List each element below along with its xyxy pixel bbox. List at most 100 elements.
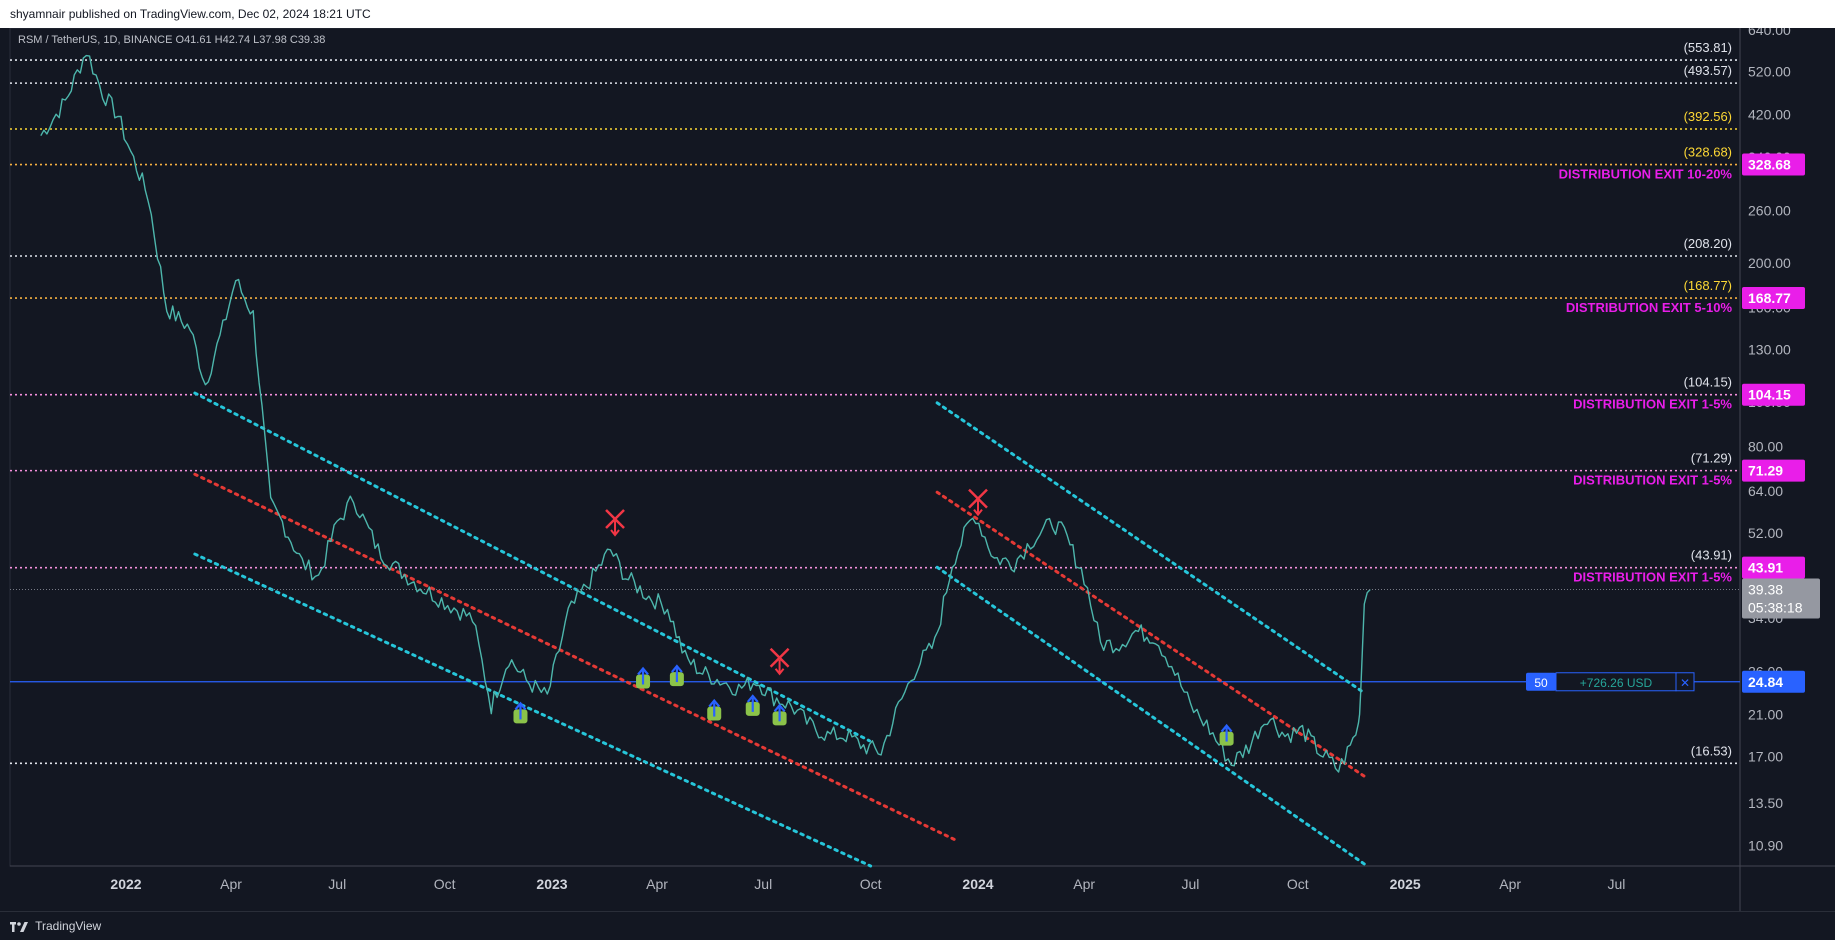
buy-signal-icon [707, 698, 722, 721]
position-qty: 50 [1534, 676, 1548, 690]
bar-countdown: 05:38:18 [1748, 599, 1803, 615]
buy-signal-icon [745, 694, 760, 716]
current-price-badge-bg [1742, 578, 1820, 619]
price-badge-bg [1742, 153, 1805, 176]
sell-signal-icon [769, 647, 790, 676]
y-tick-label: 200.00 [1748, 255, 1791, 271]
buy-arrow-head [1220, 723, 1233, 733]
x-tick-label: Oct [434, 876, 456, 892]
buy-signal-icon [669, 664, 684, 687]
close-icon[interactable]: ✕ [1680, 676, 1690, 690]
x-tick-label: 2023 [536, 876, 567, 892]
distribution-exit-label: DISTRIBUTION EXIT 1-5% [1573, 397, 1732, 412]
price-badge: 71.29 [1742, 459, 1805, 482]
price-badge-bg [1742, 383, 1805, 406]
x-tick-label: Apr [646, 876, 668, 892]
y-tick-label: 520.00 [1748, 64, 1791, 80]
level-label: (328.68) [1684, 145, 1732, 160]
distribution-exit-label: DISTRIBUTION EXIT 1-5% [1573, 570, 1732, 585]
price-badge-bg [1742, 459, 1805, 482]
footer-brand: TradingView [35, 919, 102, 933]
position-price-badge: 24.84 [1748, 674, 1783, 690]
sell-signal-icon [968, 488, 988, 517]
buy-arrow-head [637, 666, 649, 676]
sell-x-stroke [605, 509, 625, 529]
price-badge-text: 328.68 [1748, 157, 1791, 173]
x-tick-label: 2024 [962, 876, 993, 892]
position-widget: 50 +726.26 USD ✕ [1526, 672, 1695, 692]
price-chart[interactable]: 10.9013.5017.0021.0026.0034.0052.0064.00… [0, 22, 1835, 911]
symbol-line: RSM / TetherUS, 1D, BINANCE O41.61 H42.7… [18, 34, 326, 46]
level-label: (43.91) [1691, 548, 1732, 563]
x-tick-label: Jul [754, 876, 772, 892]
level-label: (71.29) [1691, 451, 1732, 466]
level-label: (104.15) [1684, 375, 1732, 390]
price-badge: 168.77 [1742, 287, 1805, 310]
sell-signal-icon [605, 509, 625, 537]
price-badge: 104.15 [1742, 383, 1805, 406]
sell-arrow-head [610, 529, 620, 537]
y-tick-label: 17.00 [1748, 749, 1783, 765]
x-tick-label: 2025 [1390, 876, 1421, 892]
position-pnl: +726.26 USD [1580, 676, 1653, 690]
y-tick-label: 64.00 [1748, 483, 1783, 499]
distribution-exit-label: DISTRIBUTION EXIT 5-10% [1566, 300, 1733, 315]
x-tick-label: 2022 [110, 876, 141, 892]
price-badge-bg [1742, 287, 1805, 310]
position-close-bg [1675, 672, 1695, 692]
channel-mid-line [193, 472, 960, 843]
x-tick-label: Apr [1499, 876, 1521, 892]
publish-header: shyamnair published on TradingView.com, … [0, 0, 1835, 28]
y-tick-label: 52.00 [1748, 525, 1783, 541]
x-tick-label: Jul [1181, 876, 1199, 892]
level-label: (16.53) [1691, 743, 1732, 758]
price-series-line [40, 54, 1371, 773]
price-badge-text: 43.91 [1748, 560, 1783, 576]
footer-bar: TradingView [0, 911, 1835, 940]
distribution-exit-label: DISTRIBUTION EXIT 10-20% [1559, 167, 1733, 182]
level-label: (208.20) [1684, 236, 1732, 251]
channel-upper-line [935, 401, 1366, 695]
x-tick-label: Oct [860, 876, 882, 892]
buy-arrow-head [514, 701, 527, 711]
y-tick-label: 130.00 [1748, 341, 1791, 357]
y-tick-label: 21.00 [1748, 706, 1783, 722]
y-tick-label: 420.00 [1748, 106, 1791, 122]
x-tick-label: Apr [220, 876, 242, 892]
sell-x-stroke [769, 647, 790, 668]
y-tick-label: 640.00 [1748, 28, 1791, 38]
tradingview-logo-icon[interactable] [0, 919, 35, 933]
price-badge: 328.68 [1742, 153, 1805, 176]
buy-arrow-head [746, 694, 759, 703]
price-badge: 43.91 [1742, 556, 1805, 579]
buy-arrow-head [708, 698, 721, 708]
level-label: (168.77) [1684, 278, 1732, 293]
current-price-label: 39.38 [1748, 581, 1783, 597]
buy-signal-icon [636, 666, 651, 689]
chart-area[interactable]: 10.9013.5017.0021.0026.0034.0052.0064.00… [0, 22, 1835, 911]
buy-signal-icon [772, 703, 787, 726]
y-tick-label: 10.90 [1748, 838, 1783, 854]
level-label: (493.57) [1684, 63, 1732, 78]
y-tick-label: 260.00 [1748, 203, 1791, 219]
price-badge-bg [1742, 556, 1805, 579]
x-tick-label: Jul [328, 876, 346, 892]
position-price-badge-bg [1742, 670, 1805, 693]
header-title: shyamnair published on TradingView.com, … [10, 7, 371, 21]
level-label: (392.56) [1684, 109, 1732, 124]
y-tick-label: 13.50 [1748, 795, 1783, 811]
buy-signal-icon [513, 701, 528, 724]
channel-upper-line [193, 391, 871, 743]
price-badge-text: 71.29 [1748, 463, 1783, 479]
sell-arrow-head [973, 508, 983, 517]
chart-background [0, 28, 1835, 911]
sell-arrow-head [774, 668, 785, 676]
distribution-exit-label: DISTRIBUTION EXIT 1-5% [1573, 473, 1732, 488]
sell-x-stroke [968, 488, 988, 509]
position-qty-bg [1526, 672, 1556, 691]
price-badge-text: 104.15 [1748, 387, 1791, 403]
price-badge-text: 168.77 [1748, 290, 1791, 306]
level-label: (553.81) [1684, 40, 1732, 55]
buy-arrow-head [671, 664, 683, 673]
x-tick-label: Apr [1073, 876, 1095, 892]
